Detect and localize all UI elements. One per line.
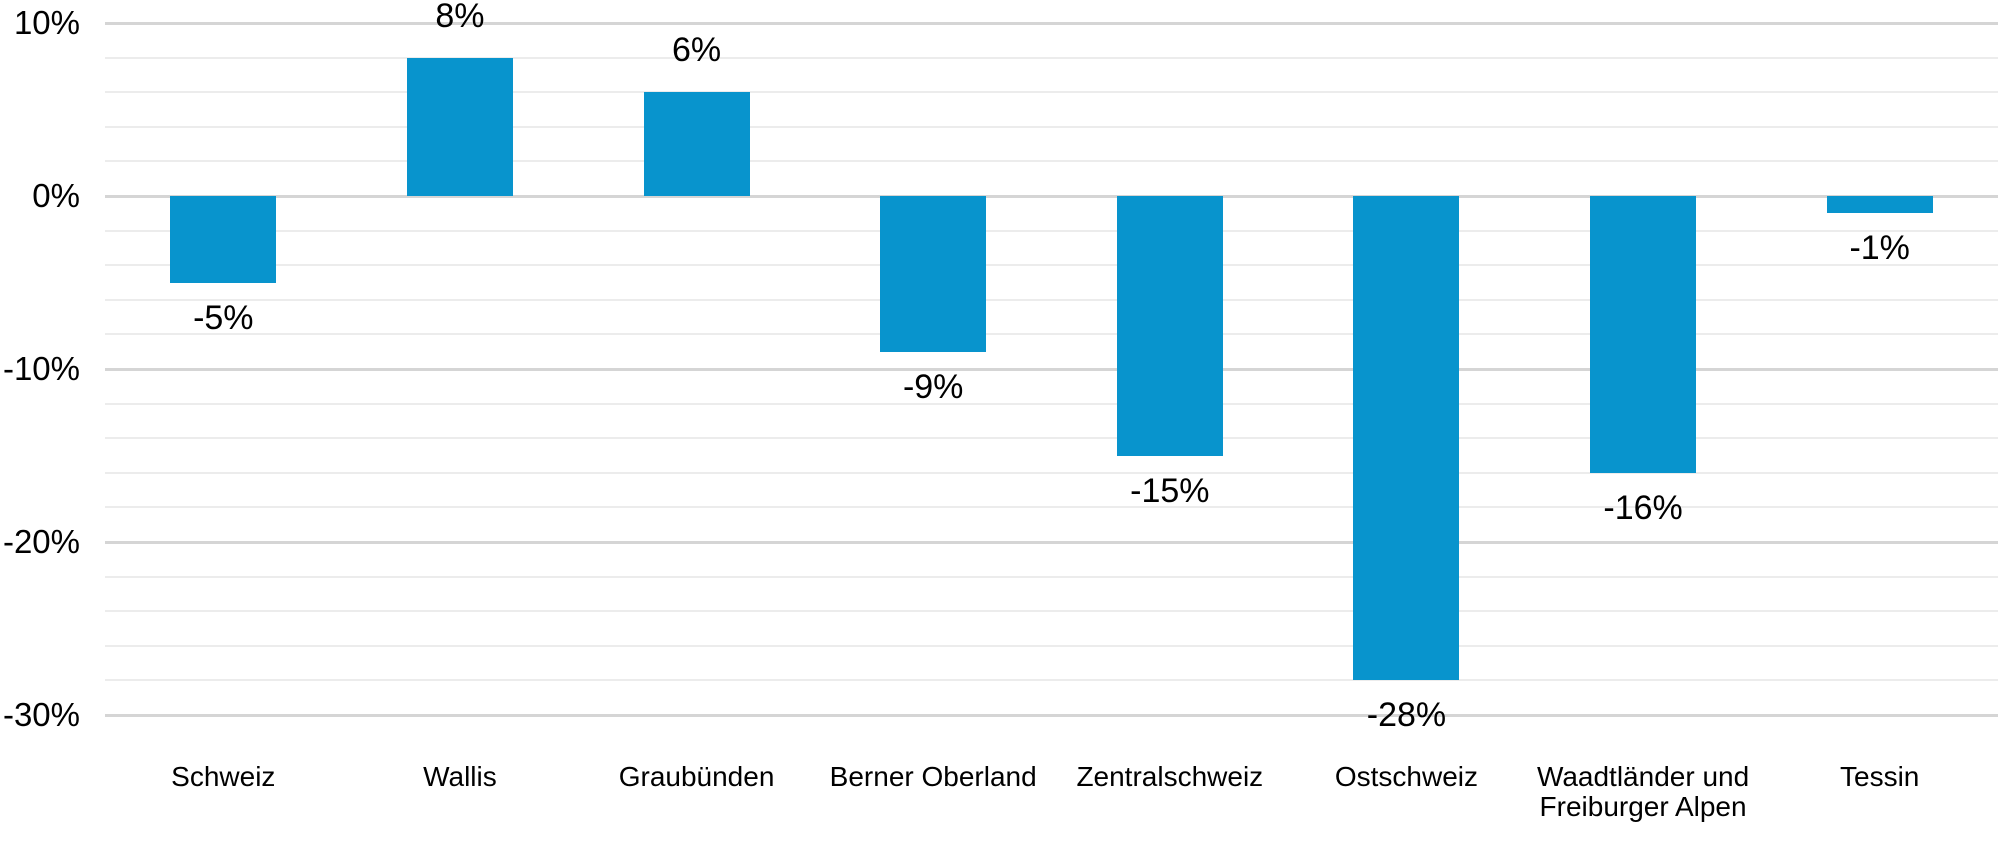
bar-ostschweiz <box>1353 196 1460 681</box>
bar-value-label: -9% <box>902 367 964 406</box>
major-gridline <box>105 367 1998 371</box>
category-label-waadtl-nder-und-freiburger-alpen: Waadtländer und Freiburger Alpen <box>1536 761 1750 822</box>
minor-gridline <box>105 264 1998 267</box>
minor-gridline <box>105 471 1998 474</box>
minor-gridline <box>105 644 1998 647</box>
category-label-tessin: Tessin <box>1840 761 1920 792</box>
bar-tessin <box>1826 196 1933 214</box>
bar-schweiz <box>170 196 277 283</box>
major-gridline <box>105 194 1998 198</box>
bar-value-label: -16% <box>1603 488 1683 527</box>
category-label-ostschweiz: Ostschweiz <box>1334 761 1479 792</box>
bar-wallis <box>406 57 513 196</box>
y-axis-tick-label: 0% <box>32 177 80 214</box>
minor-gridline <box>105 160 1998 163</box>
y-axis-tick-label: -20% <box>2 523 80 560</box>
minor-gridline <box>105 91 1998 94</box>
minor-gridline <box>105 56 1998 59</box>
bar-graub-nden <box>643 92 750 196</box>
category-label-berner-oberland: Berner Oberland <box>829 761 1037 792</box>
bar-value-label: -28% <box>1366 696 1447 735</box>
bar-value-label: 8% <box>435 0 485 35</box>
category-label-wallis: Wallis <box>423 761 497 792</box>
minor-gridline <box>105 402 1998 405</box>
minor-gridline <box>105 298 1998 301</box>
bar-berner-oberland <box>880 196 987 352</box>
bar-value-label: -5% <box>193 298 254 337</box>
y-axis-tick-label: 10% <box>13 4 80 41</box>
category-label-zentralschweiz: Zentralschweiz <box>1076 761 1264 792</box>
category-label-graub-nden: Graubünden <box>618 761 775 792</box>
major-gridline <box>105 713 1998 717</box>
minor-gridline <box>105 333 1998 336</box>
minor-gridline <box>105 575 1998 578</box>
bar-value-label: -1% <box>1849 229 1910 268</box>
bar-zentralschweiz <box>1116 196 1223 456</box>
bar-value-label: -15% <box>1130 471 1210 510</box>
major-gridline <box>105 540 1998 544</box>
minor-gridline <box>105 679 1998 682</box>
minor-gridline <box>105 437 1998 440</box>
y-axis-tick-label: -10% <box>2 350 80 387</box>
minor-gridline <box>105 610 1998 613</box>
category-label-schweiz: Schweiz <box>171 761 276 792</box>
minor-gridline <box>105 125 1998 128</box>
bar-waadtl-nder-und-freiburger-alpen <box>1590 196 1697 473</box>
y-axis-tick-label: -30% <box>2 696 80 733</box>
minor-gridline <box>105 229 1998 232</box>
bar-value-label: 6% <box>671 31 722 70</box>
